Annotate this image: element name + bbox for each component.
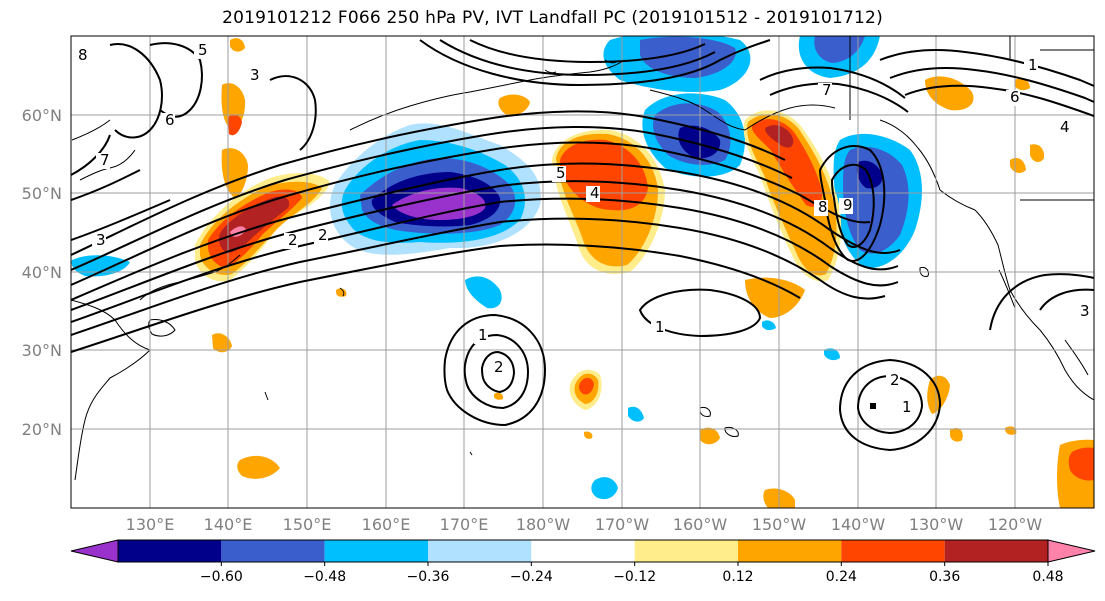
latitude-labels: 60°N 50°N 40°N 30°N 20°N [22,106,62,439]
contour-label: 8 [818,198,828,216]
lat-label: 60°N [22,106,62,125]
colorbar-swatch [428,540,532,562]
lat-label: 50°N [22,184,62,203]
lon-label: 170°E [440,515,489,534]
contour-label: 6 [1010,88,1020,106]
contour-label: 7 [100,151,110,169]
contour-label: 7 [822,81,832,99]
contour-label: 1 [655,318,665,336]
colorbar-frame [117,539,1049,563]
colorbar-swatch [531,540,635,562]
contour-label: 2 [318,226,328,244]
contours [71,39,1094,452]
contour-label: 1 [1028,56,1038,74]
contour-label: 9 [843,196,853,214]
map-title: 2019101212 F066 250 hPa PV, IVT Landfall… [222,8,883,28]
contour-label: 6 [165,111,175,129]
lat-label: 20°N [22,420,62,439]
colorbar-tick-label: −0.12 [613,569,656,585]
lon-label: 140°E [204,515,253,534]
map-panel [71,36,1094,508]
colorbar-extend-min [70,539,119,563]
contour-label: 1 [902,398,912,416]
colorbar-swatch [634,540,738,562]
colorbar-tick-label: −0.24 [510,569,553,585]
lon-label: 130°E [126,515,175,534]
contour-label: 4 [1060,118,1070,136]
lon-label: 180°W [516,515,571,534]
lon-label: 130°W [909,515,964,534]
colorbar: −0.60 −0.48 −0.36 −0.24 −0.12 0.12 0.24 0.36 0.4… [70,539,1096,585]
lon-label: 120°W [988,515,1043,534]
colorbar-tick-label: −0.36 [407,569,450,585]
contour-label: 3 [250,66,260,84]
lon-label: 150°E [283,515,332,534]
contour-label: 2 [494,358,504,376]
lon-label: 170°W [595,515,650,534]
lon-label: 150°W [752,515,807,534]
longitude-labels: 130°E 140°E 150°E 160°E 170°E 180°W 170°… [126,515,1043,534]
contour-label: 3 [96,231,106,249]
colorbar-swatch [841,540,945,562]
colorbar-tick-label: −0.48 [303,569,346,585]
lon-label: 160°E [362,515,411,534]
colorbar-swatch [738,540,842,562]
contour-label: 3 [1080,302,1090,320]
contour-label: 4 [590,184,600,202]
graticule [71,36,1094,508]
contour-labels: 8 6 5 3 7 3 2 2 5 4 1 2 1 2 1 8 9 7 6 4 … [74,41,1090,416]
contour-label: 1 [478,326,488,344]
colorbar-swatch [944,540,1048,562]
colorbar-tick-label: 0.48 [1032,569,1063,585]
contour-label: 5 [198,41,208,59]
contour-label: 5 [556,164,566,182]
colorbar-tick-label: 0.24 [826,569,857,585]
map-frame [70,35,1095,509]
lon-label: 160°W [673,515,728,534]
contour-label: 8 [78,46,88,64]
colorbar-tick-label: −0.60 [200,569,243,585]
colorbar-swatch [118,540,222,562]
lon-label: 140°W [831,515,886,534]
colorbar-swatch [324,540,428,562]
colorbar-tick-label: 0.12 [722,569,753,585]
colorbar-extend-max [1047,539,1096,563]
contour-label: 2 [890,371,900,389]
contour-label: 2 [288,231,298,249]
colorbar-swatch [221,540,325,562]
lat-label: 30°N [22,341,62,360]
lat-label: 40°N [22,263,62,282]
colorbar-tick-label: 0.36 [929,569,960,585]
